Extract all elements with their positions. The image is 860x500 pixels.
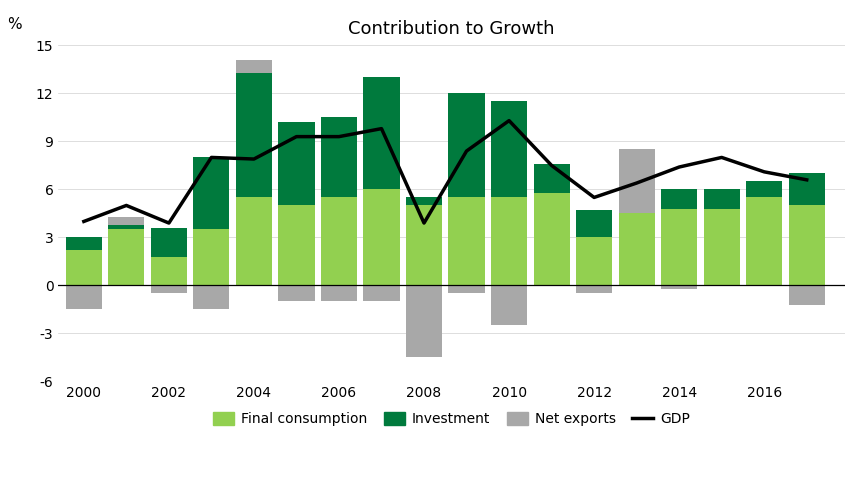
Bar — [279, 206, 315, 286]
Bar — [65, 250, 101, 286]
Bar — [661, 286, 697, 288]
Bar — [703, 190, 740, 208]
Bar — [150, 256, 187, 286]
Bar — [321, 286, 357, 302]
Bar — [236, 60, 272, 72]
Bar — [65, 238, 101, 250]
Bar — [108, 230, 144, 285]
Bar — [618, 214, 654, 286]
Bar — [576, 210, 612, 238]
Bar — [661, 190, 697, 208]
Bar — [108, 216, 144, 224]
Bar — [746, 198, 783, 286]
Bar — [448, 198, 485, 286]
Bar — [150, 286, 187, 294]
Bar — [533, 192, 569, 286]
Bar — [194, 158, 230, 230]
Legend: Final consumption, Investment, Net exports, GDP: Final consumption, Investment, Net expor… — [208, 406, 696, 432]
Bar — [406, 286, 442, 358]
Bar — [364, 78, 400, 190]
Bar — [321, 118, 357, 198]
Bar — [703, 208, 740, 286]
Bar — [746, 182, 783, 198]
Bar — [279, 122, 315, 206]
Bar — [491, 198, 527, 286]
Bar — [194, 286, 230, 310]
Bar — [491, 102, 527, 198]
Bar — [448, 286, 485, 294]
Bar — [279, 286, 315, 302]
Bar — [321, 198, 357, 286]
Bar — [406, 206, 442, 286]
Bar — [406, 198, 442, 205]
Bar — [491, 286, 527, 326]
Bar — [576, 238, 612, 286]
Bar — [364, 190, 400, 286]
Bar — [65, 286, 101, 310]
Text: %: % — [7, 17, 22, 32]
Bar — [789, 206, 825, 286]
Bar — [533, 164, 569, 192]
Bar — [576, 286, 612, 294]
Bar — [618, 150, 654, 214]
Bar — [364, 286, 400, 302]
Bar — [236, 72, 272, 198]
Bar — [448, 94, 485, 198]
Bar — [108, 224, 144, 230]
Bar — [236, 198, 272, 286]
Bar — [194, 230, 230, 285]
Title: Contribution to Growth: Contribution to Growth — [348, 20, 555, 38]
Bar — [661, 208, 697, 286]
Bar — [789, 286, 825, 304]
Bar — [789, 174, 825, 206]
Bar — [150, 228, 187, 256]
